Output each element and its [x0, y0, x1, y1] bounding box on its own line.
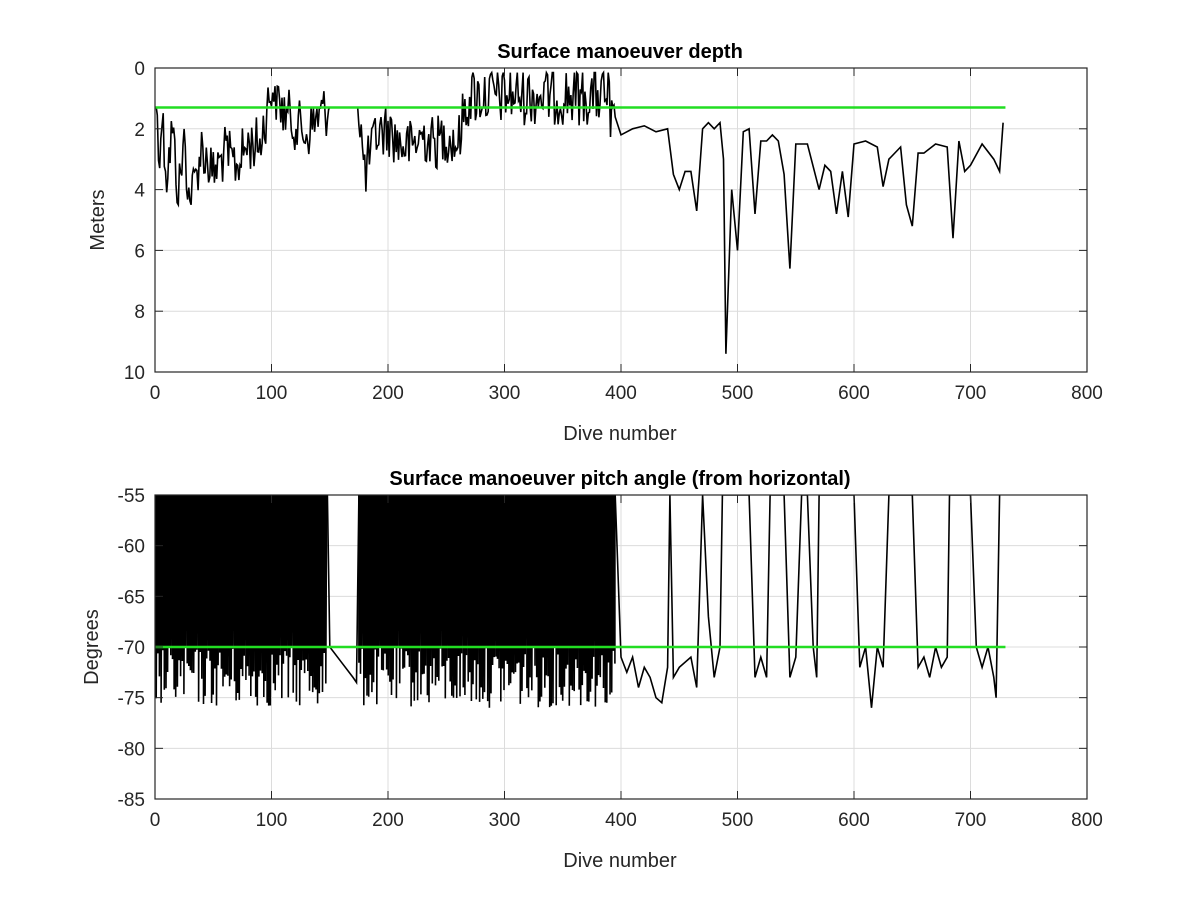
y-tick-label: -75 [118, 689, 145, 710]
x-tick-label: 0 [150, 810, 161, 831]
x-tick-label: 600 [838, 383, 870, 404]
y-tick-label: 6 [134, 241, 145, 262]
pitch-x-axis-label: Dive number [563, 850, 677, 872]
x-tick-label: 300 [489, 810, 521, 831]
y-tick-label: -70 [118, 638, 145, 659]
pitch-y-axis-label: Degrees [81, 609, 103, 685]
x-tick-label: 0 [150, 383, 161, 404]
depth-series-line [155, 70, 1004, 354]
plot-area [155, 495, 1006, 708]
plot-area [155, 70, 1006, 354]
x-tick-label: 300 [489, 383, 521, 404]
y-tick-label: 8 [134, 302, 145, 323]
x-tick-label: 800 [1071, 810, 1103, 831]
y-tick-label: -60 [118, 537, 145, 558]
depth-x-axis-label: Dive number [563, 423, 677, 445]
depth-subplot: Surface manoeuver depth Dive number Mete… [87, 41, 1103, 445]
x-tick-label: 700 [955, 810, 987, 831]
x-tick-label: 800 [1071, 383, 1103, 404]
y-tick-label: 2 [134, 120, 145, 141]
x-tick-label: 500 [722, 810, 754, 831]
depth-y-axis-label: Meters [87, 189, 109, 250]
depth-chart-title: Surface manoeuver depth [497, 41, 743, 63]
x-tick-label: 100 [256, 810, 288, 831]
x-tick-label: 100 [256, 383, 288, 404]
y-tick-label: -85 [118, 790, 145, 811]
y-tick-label: 10 [124, 363, 145, 384]
y-tick-label: -55 [118, 486, 145, 507]
pitch-series-line [326, 495, 1001, 708]
pitch-subplot: Surface manoeuver pitch angle (from hori… [81, 468, 1103, 872]
x-tick-label: 600 [838, 810, 870, 831]
x-tick-label: 200 [372, 810, 404, 831]
x-tick-label: 400 [605, 383, 637, 404]
x-tick-label: 200 [372, 383, 404, 404]
x-tick-label: 500 [722, 383, 754, 404]
y-tick-label: 4 [134, 181, 145, 202]
x-tick-label: 700 [955, 383, 987, 404]
y-tick-label: 0 [134, 59, 145, 80]
pitch-chart-title: Surface manoeuver pitch angle (from hori… [389, 468, 850, 490]
pitch-dense-spikes [155, 495, 616, 708]
x-tick-label: 400 [605, 810, 637, 831]
y-tick-label: -80 [118, 739, 145, 760]
y-tick-label: -65 [118, 587, 145, 608]
